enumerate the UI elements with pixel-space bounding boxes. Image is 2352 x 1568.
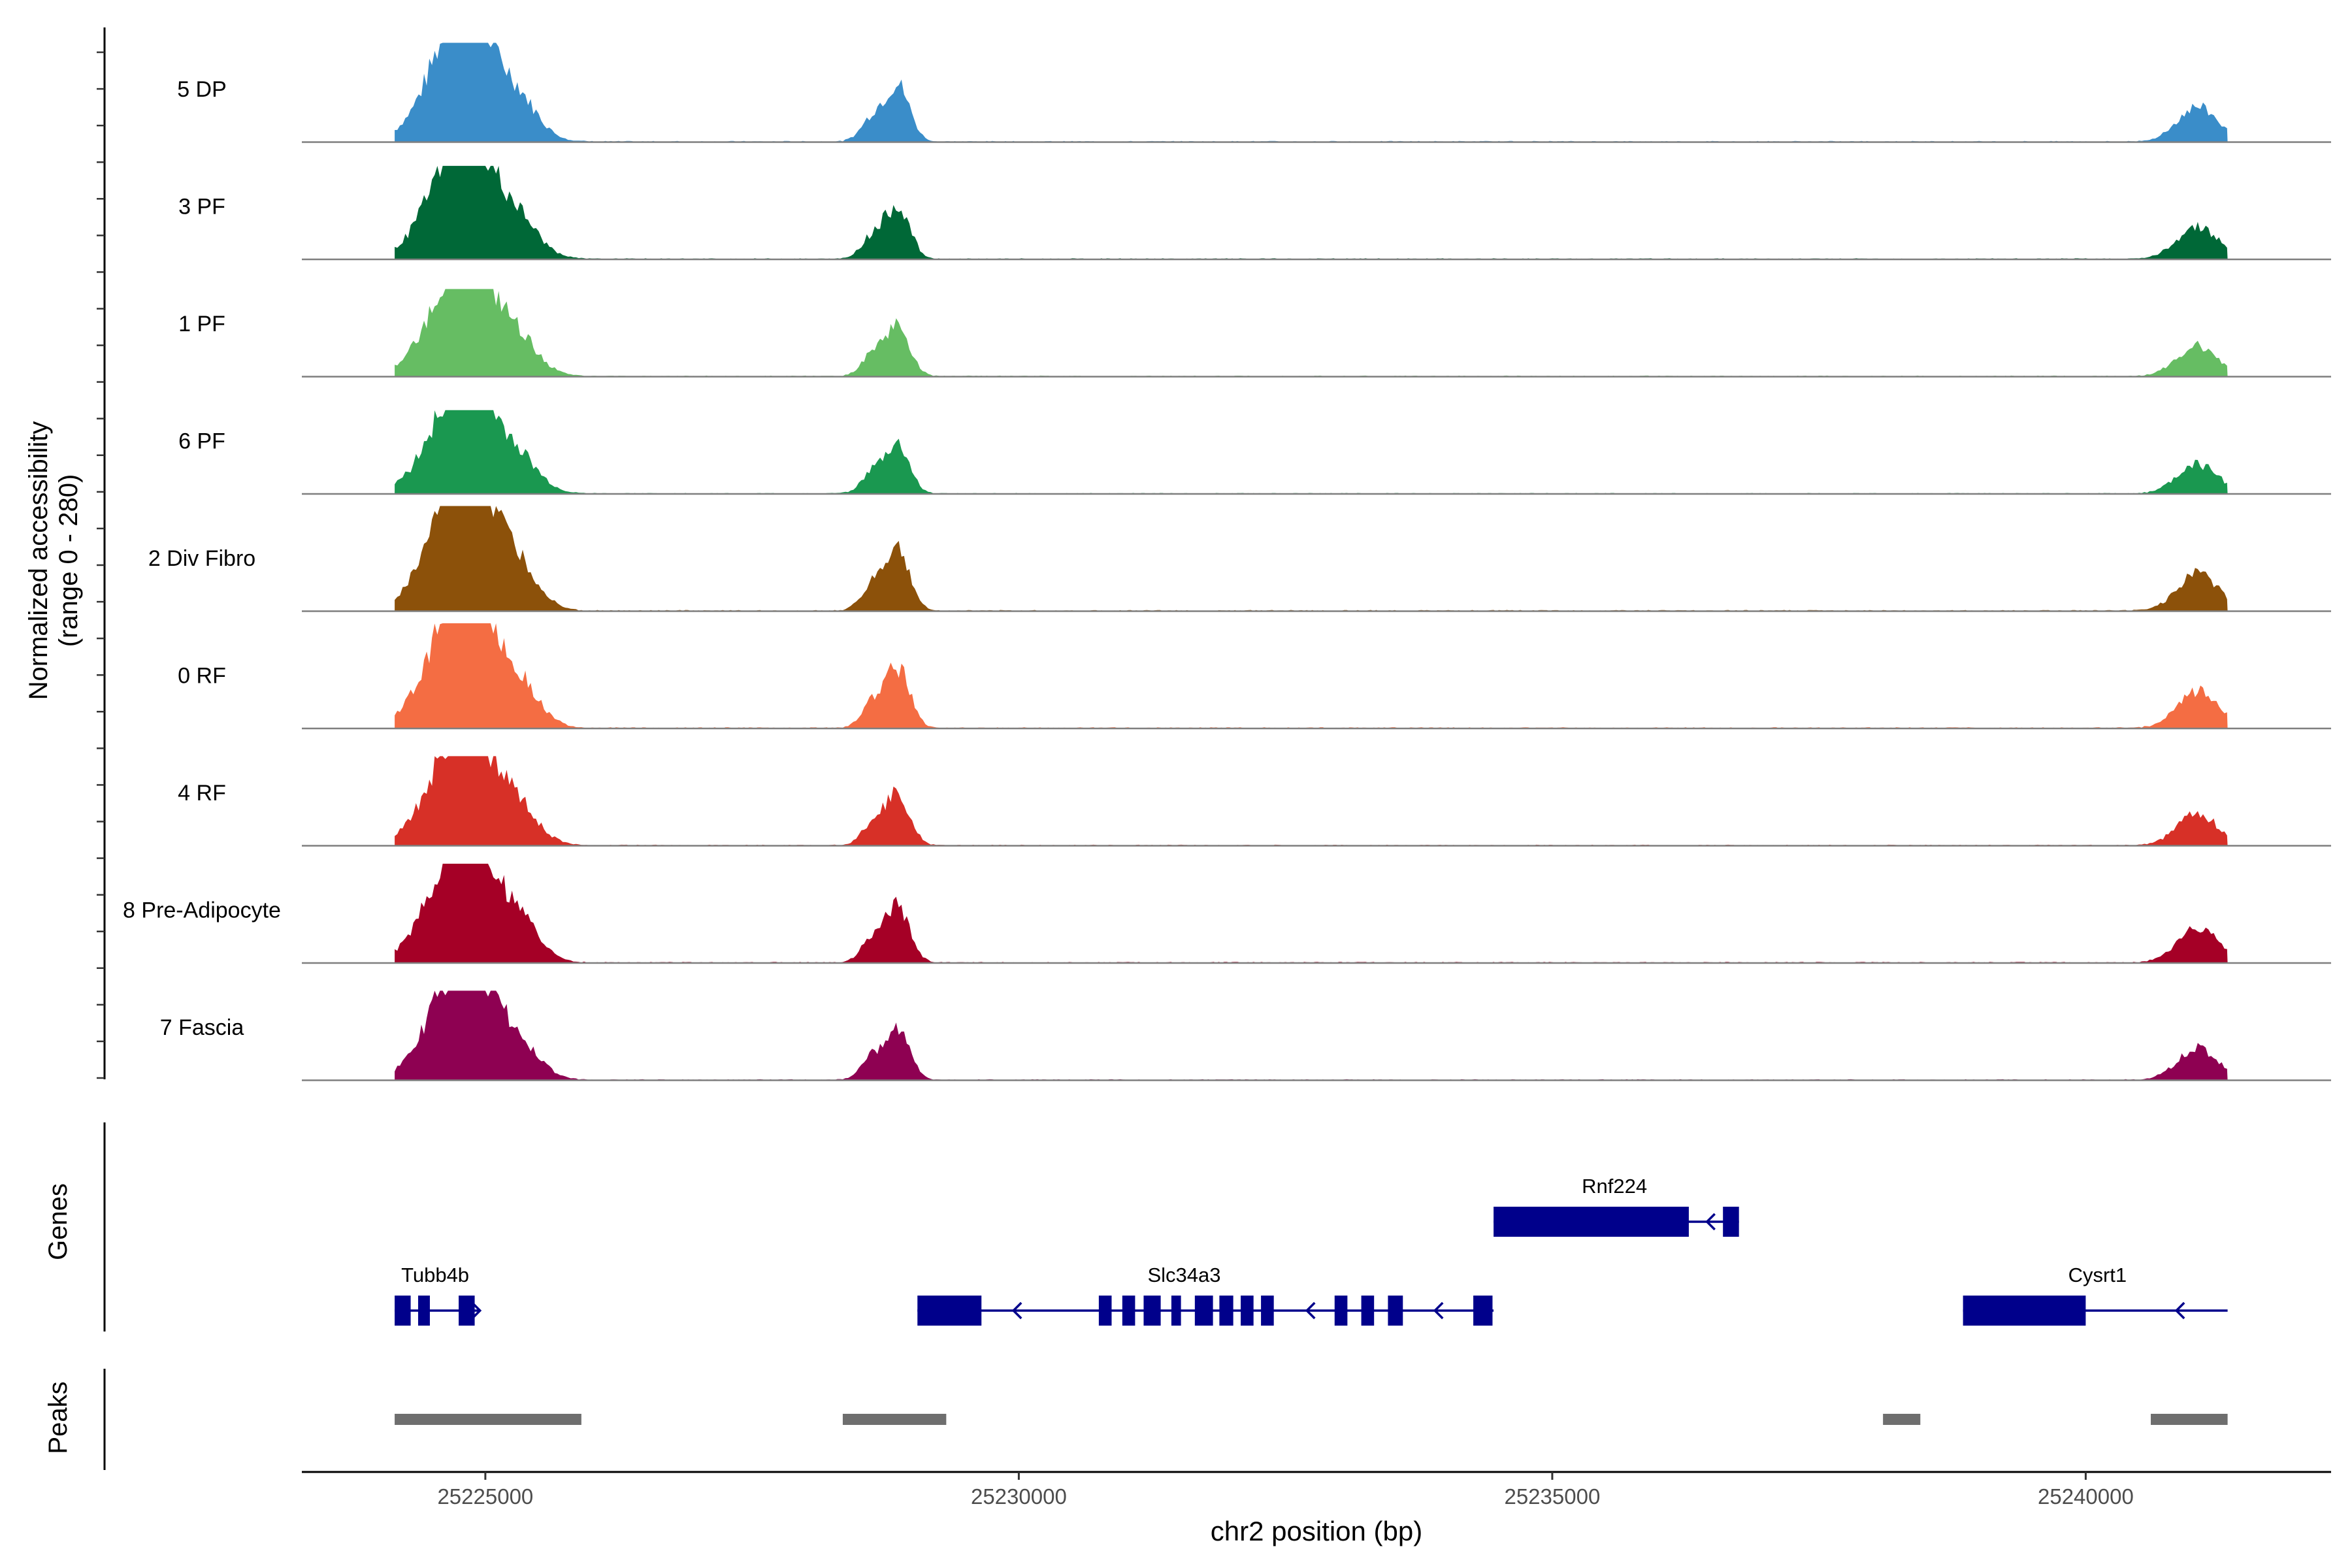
y-axis-title-line1: Normalized accessibility xyxy=(24,421,53,700)
gene-exon xyxy=(1219,1296,1233,1326)
y-axis-title: Normalized accessibility (range 0 - 280) xyxy=(24,421,83,700)
track-label-4-rf: 4 RF xyxy=(178,781,226,806)
x-axis: 25225000 25230000 25235000 25240000 xyxy=(302,1471,2331,1509)
peak-region xyxy=(842,1414,947,1425)
gene-exon xyxy=(395,1296,411,1326)
gene-exon xyxy=(1494,1207,1689,1237)
track-label-6-pf: 6 PF xyxy=(178,429,225,454)
track-3-pf: 3 PF xyxy=(178,165,2331,261)
track-5-dp: 5 DP xyxy=(177,42,2331,143)
y-axis-title-line2: (range 0 - 280) xyxy=(54,474,83,647)
track-7-fascia: 7 Fascia xyxy=(160,990,2331,1081)
gene-exon xyxy=(459,1296,475,1326)
gene-exon xyxy=(1334,1296,1348,1326)
gene-exon xyxy=(1171,1296,1181,1326)
gene-rnf224: Rnf224 xyxy=(1494,1175,1739,1237)
strand-arrow-left-icon xyxy=(1305,1301,1316,1320)
track-label-1-pf: 1 PF xyxy=(178,312,225,336)
gene-exon xyxy=(1098,1296,1112,1326)
gene-exon xyxy=(1723,1207,1739,1237)
track-1-pf: 1 PF xyxy=(178,289,2331,378)
gene-slc34a3: Slc34a3 xyxy=(917,1264,1494,1326)
strand-arrow-left-icon xyxy=(1433,1301,1444,1320)
x-tick-label: 25230000 xyxy=(971,1484,1067,1509)
track-4-rf: 4 RF xyxy=(178,756,2331,847)
track-label-3-pf: 3 PF xyxy=(178,195,225,220)
gene-exon xyxy=(1261,1296,1274,1326)
gene-exon xyxy=(1241,1296,1254,1326)
x-tick-label: 25225000 xyxy=(437,1484,533,1509)
peak-region xyxy=(395,1414,581,1425)
gene-exon xyxy=(1143,1296,1161,1326)
coverage-tracks: 5 DP 3 PF 1 PF 6 PF 2 Div Fibro 0 RF 4 RF 8 Pre… xyxy=(123,42,2331,1081)
peaks-track xyxy=(103,1369,2228,1470)
track-label-8-pre-adipocyte: 8 Pre-Adipocyte xyxy=(123,898,281,923)
gene-exon xyxy=(1473,1296,1493,1326)
gene-label-tubb4b: Tubb4b xyxy=(401,1264,469,1286)
gene-label-cysrt1: Cysrt1 xyxy=(2068,1264,2127,1286)
strand-arrow-left-icon xyxy=(2174,1301,2185,1320)
track-2-div-fibro: 2 Div Fibro xyxy=(148,506,2331,612)
gene-exon xyxy=(417,1296,430,1326)
gene-cysrt1: Cysrt1 xyxy=(1963,1264,2228,1326)
strand-arrow-right-icon xyxy=(471,1301,482,1320)
track-label-0-rf: 0 RF xyxy=(178,664,226,689)
x-tick-label: 25240000 xyxy=(2038,1484,2134,1509)
peaks-track-label: Peaks xyxy=(44,1381,73,1454)
gene-exon xyxy=(917,1296,982,1326)
gene-label-rnf224: Rnf224 xyxy=(1582,1175,1647,1198)
gene-label-slc34a3: Slc34a3 xyxy=(1147,1264,1220,1286)
gene-exon xyxy=(1963,1296,2086,1326)
gene-tubb4b: Tubb4b xyxy=(395,1264,482,1326)
strand-arrow-left-icon xyxy=(1011,1301,1022,1320)
x-axis-title: chr2 position (bp) xyxy=(1211,1516,1423,1546)
track-label-7-fascia: 7 Fascia xyxy=(160,1015,244,1040)
peak-region xyxy=(1883,1414,1921,1425)
x-tick-label: 25235000 xyxy=(1504,1484,1600,1509)
track-label-2-div-fibro: 2 Div Fibro xyxy=(148,546,255,571)
genes-track-label: Genes xyxy=(44,1183,73,1260)
track-label-5-dp: 5 DP xyxy=(177,77,227,102)
gene-exon xyxy=(1388,1296,1403,1326)
track-0-rf: 0 RF xyxy=(178,623,2331,730)
gene-exon xyxy=(1122,1296,1135,1326)
genes-track: Tubb4b Slc34a3 Rnf224 Cysrt1 xyxy=(103,1122,2228,1331)
coverage-y-axis xyxy=(97,27,106,1079)
track-6-pf: 6 PF xyxy=(178,410,2331,495)
gene-exon xyxy=(1361,1296,1375,1326)
peak-region xyxy=(2151,1414,2228,1425)
strand-arrow-left-icon xyxy=(1705,1213,1716,1231)
gene-exon xyxy=(1194,1296,1213,1326)
track-8-pre-adipocyte: 8 Pre-Adipocyte xyxy=(123,864,2331,964)
